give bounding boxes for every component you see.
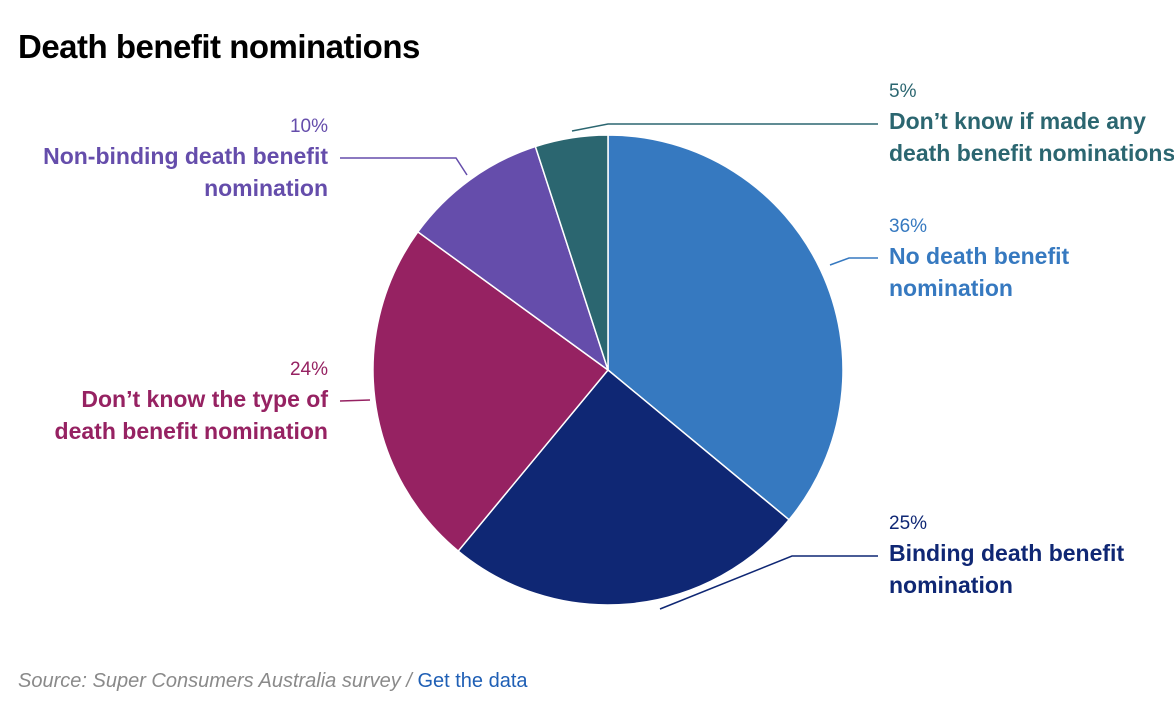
category-label-binding-death-benefit-nomination-line-2: nomination bbox=[889, 572, 1013, 598]
pie-slices bbox=[372, 134, 844, 606]
source-text: Source: Super Consumers Australia survey… bbox=[18, 670, 412, 692]
value-label-dont-know-the-type-of-death-benefit-nomination: 24% bbox=[290, 359, 328, 380]
value-label-dont-know-if-made-any-death-benefit-nominations: 5% bbox=[889, 81, 917, 102]
category-label-non-binding-death-benefit-nomination-line-1: Non-binding death benefit bbox=[43, 143, 328, 169]
pie-slice-binding-death-benefit-nomination bbox=[457, 368, 791, 606]
leader-line-dont-know-if-made-any-death-benefit-nominations bbox=[571, 123, 878, 132]
value-label-no-death-benefit-nomination: 36% bbox=[889, 216, 927, 237]
category-label-dont-know-if-made-any-death-benefit-nominations-line-1: Don’t know if made any bbox=[889, 108, 1146, 134]
value-label-binding-death-benefit-nomination: 25% bbox=[889, 513, 927, 534]
leader-line-non-binding-death-benefit-nomination bbox=[340, 157, 468, 176]
leader-line-dont-know-the-type-of-death-benefit-nomination bbox=[339, 399, 371, 402]
pie-chart: 36% No death benefit nomination 25% Binding … bbox=[43, 81, 1174, 610]
leader-lines bbox=[339, 123, 878, 610]
pie-slice-dont-know-if-made-any-death-benefit-nominations bbox=[534, 134, 609, 371]
leader-line-no-death-benefit-nomination bbox=[829, 257, 878, 266]
slice-labels: 36% No death benefit nomination 25% Binding … bbox=[43, 81, 1174, 598]
value-label-non-binding-death-benefit-nomination: 10% bbox=[290, 116, 328, 137]
pie-slice-dont-know-the-type-of-death-benefit-nomination bbox=[372, 230, 610, 553]
category-label-non-binding-death-benefit-nomination-line-2: nomination bbox=[204, 175, 328, 201]
get-the-data-link[interactable]: Get the data bbox=[417, 670, 528, 692]
leader-line-binding-death-benefit-nomination bbox=[659, 555, 878, 610]
category-label-dont-know-the-type-of-death-benefit-nomination-line-2: death benefit nomination bbox=[55, 418, 328, 444]
category-label-binding-death-benefit-nomination-line-1: Binding death benefit bbox=[889, 540, 1124, 566]
category-label-dont-know-the-type-of-death-benefit-nomination-line-1: Don’t know the type of bbox=[81, 386, 328, 412]
chart-title: Death benefit nominations bbox=[18, 28, 420, 65]
pie-slice-no-death-benefit-nomination bbox=[607, 134, 844, 521]
pie-slice-non-binding-death-benefit-nomination bbox=[416, 145, 610, 372]
category-label-no-death-benefit-nomination-line-2: nomination bbox=[889, 275, 1013, 301]
source-line: Source: Super Consumers Australia survey… bbox=[18, 670, 528, 693]
category-label-dont-know-if-made-any-death-benefit-nominations-line-2: death benefit nominations bbox=[889, 140, 1174, 166]
category-label-no-death-benefit-nomination-line-1: No death benefit bbox=[889, 243, 1070, 269]
